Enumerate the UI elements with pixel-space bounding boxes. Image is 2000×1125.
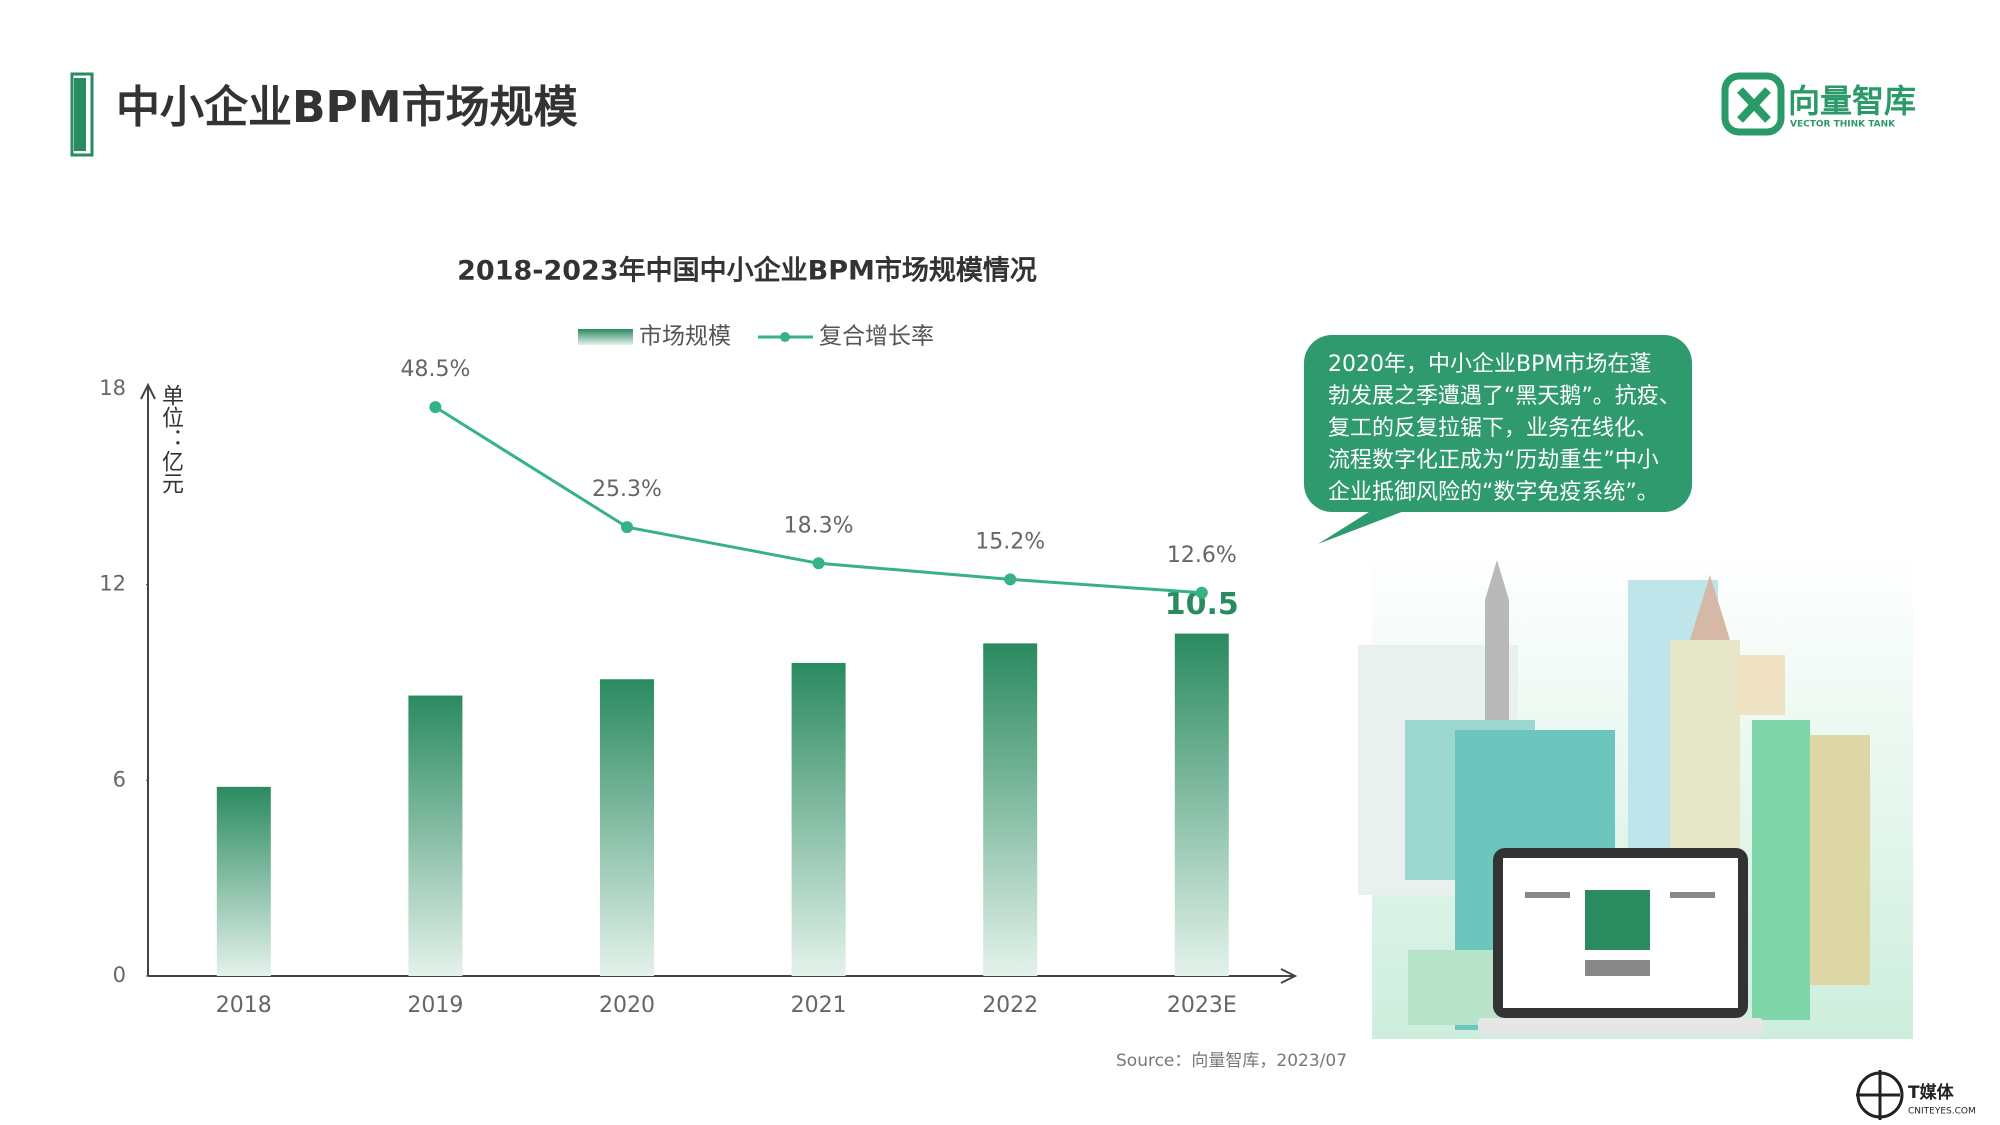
logo: 向量智库 VECTOR THINK TANK bbox=[1721, 72, 1916, 136]
building bbox=[1735, 655, 1785, 715]
logo-icon bbox=[1721, 72, 1785, 136]
line-point bbox=[429, 401, 442, 414]
legend-label: 市场规模 bbox=[639, 324, 731, 350]
logo-subtitle: VECTOR THINK TANK bbox=[1790, 120, 1896, 130]
line-point bbox=[812, 557, 825, 570]
y-tick-label: 12 bbox=[99, 572, 126, 596]
bar bbox=[216, 786, 271, 976]
bar bbox=[983, 643, 1038, 976]
title-bar bbox=[74, 78, 86, 151]
pencil-tower bbox=[1485, 560, 1509, 720]
callout-line: 勃发展之季遭遇了“黑天鹅”。抗疫、 bbox=[1328, 384, 1681, 409]
screen-line bbox=[1525, 892, 1570, 898]
bar bbox=[791, 662, 846, 976]
line-point bbox=[621, 521, 633, 534]
y-tick-label: 18 bbox=[99, 376, 126, 400]
chart-title: 2018-2023年中国中小企业BPM市场规模情况 bbox=[457, 255, 1037, 287]
x-tick-label: 2021 bbox=[791, 993, 847, 1018]
legend-label: 复合增长率 bbox=[819, 324, 934, 350]
x-tick-label: 2020 bbox=[599, 993, 655, 1018]
footer-logo-mark bbox=[1856, 1070, 1900, 1120]
line-point bbox=[1195, 586, 1208, 599]
callout-line: 2020年，中小企业BPM市场在蓬 bbox=[1328, 352, 1651, 377]
line-value-label: 25.3% bbox=[592, 477, 662, 502]
logo-name: 向量智库 bbox=[1788, 82, 1916, 120]
line-value-label: 12.6% bbox=[1167, 543, 1237, 568]
line-value-label: 15.2% bbox=[975, 529, 1045, 554]
footer-brand: T媒体 bbox=[1908, 1082, 1955, 1103]
callout-line: 复工的反复拉锯下，业务在线化、 bbox=[1328, 416, 1658, 441]
footer-logo: T媒体 CNITEYES.COM bbox=[1856, 1070, 1976, 1120]
screen-button bbox=[1585, 960, 1650, 976]
building bbox=[1810, 735, 1870, 985]
callout-text: 2020年，中小企业BPM市场在蓬勃发展之季遭遇了“黑天鹅”。抗疫、复工的反复拉… bbox=[1328, 352, 1681, 505]
bar bbox=[600, 679, 654, 976]
x-tick-label: 2022 bbox=[982, 993, 1038, 1018]
y-tick-label: 0 bbox=[113, 963, 126, 987]
line-value-label: 18.3% bbox=[784, 513, 854, 538]
x-tick-label: 2019 bbox=[407, 993, 463, 1018]
line-point bbox=[1004, 573, 1017, 586]
legend-swatch-dot bbox=[780, 332, 790, 342]
y-axis-label: 单位：亿元 bbox=[158, 384, 184, 494]
screen-widget bbox=[1585, 890, 1650, 950]
axes bbox=[140, 382, 1298, 984]
source: Source：向量智库，2023/07 bbox=[1116, 1051, 1347, 1071]
bar bbox=[1174, 633, 1229, 976]
footer-url: CNITEYES.COM bbox=[1908, 1107, 1976, 1117]
title-bracket bbox=[70, 72, 94, 157]
laptop-base bbox=[1478, 1018, 1763, 1034]
y-tick-label: 6 bbox=[113, 767, 126, 791]
spire bbox=[1690, 575, 1730, 640]
screen-line bbox=[1670, 892, 1715, 898]
bar bbox=[408, 695, 463, 976]
page-title: 中小企业BPM市场规模 bbox=[116, 82, 578, 133]
legend-swatch bbox=[578, 329, 633, 345]
tower bbox=[1752, 720, 1810, 1020]
x-tick-label: 2018 bbox=[216, 993, 272, 1018]
line-value-label: 48.5% bbox=[400, 357, 470, 382]
books bbox=[1408, 950, 1508, 1025]
illustration bbox=[1358, 548, 1913, 1039]
callout-line: 流程数字化正成为“历劫重生”中小 bbox=[1328, 448, 1659, 473]
callout-line: 企业抵御风险的“数字免疫系统”。 bbox=[1328, 480, 1659, 505]
x-tick-label: 2023E bbox=[1167, 993, 1237, 1018]
logo-x bbox=[1737, 87, 1771, 123]
callout-tail bbox=[1318, 505, 1420, 544]
callout-box bbox=[1304, 335, 1692, 512]
